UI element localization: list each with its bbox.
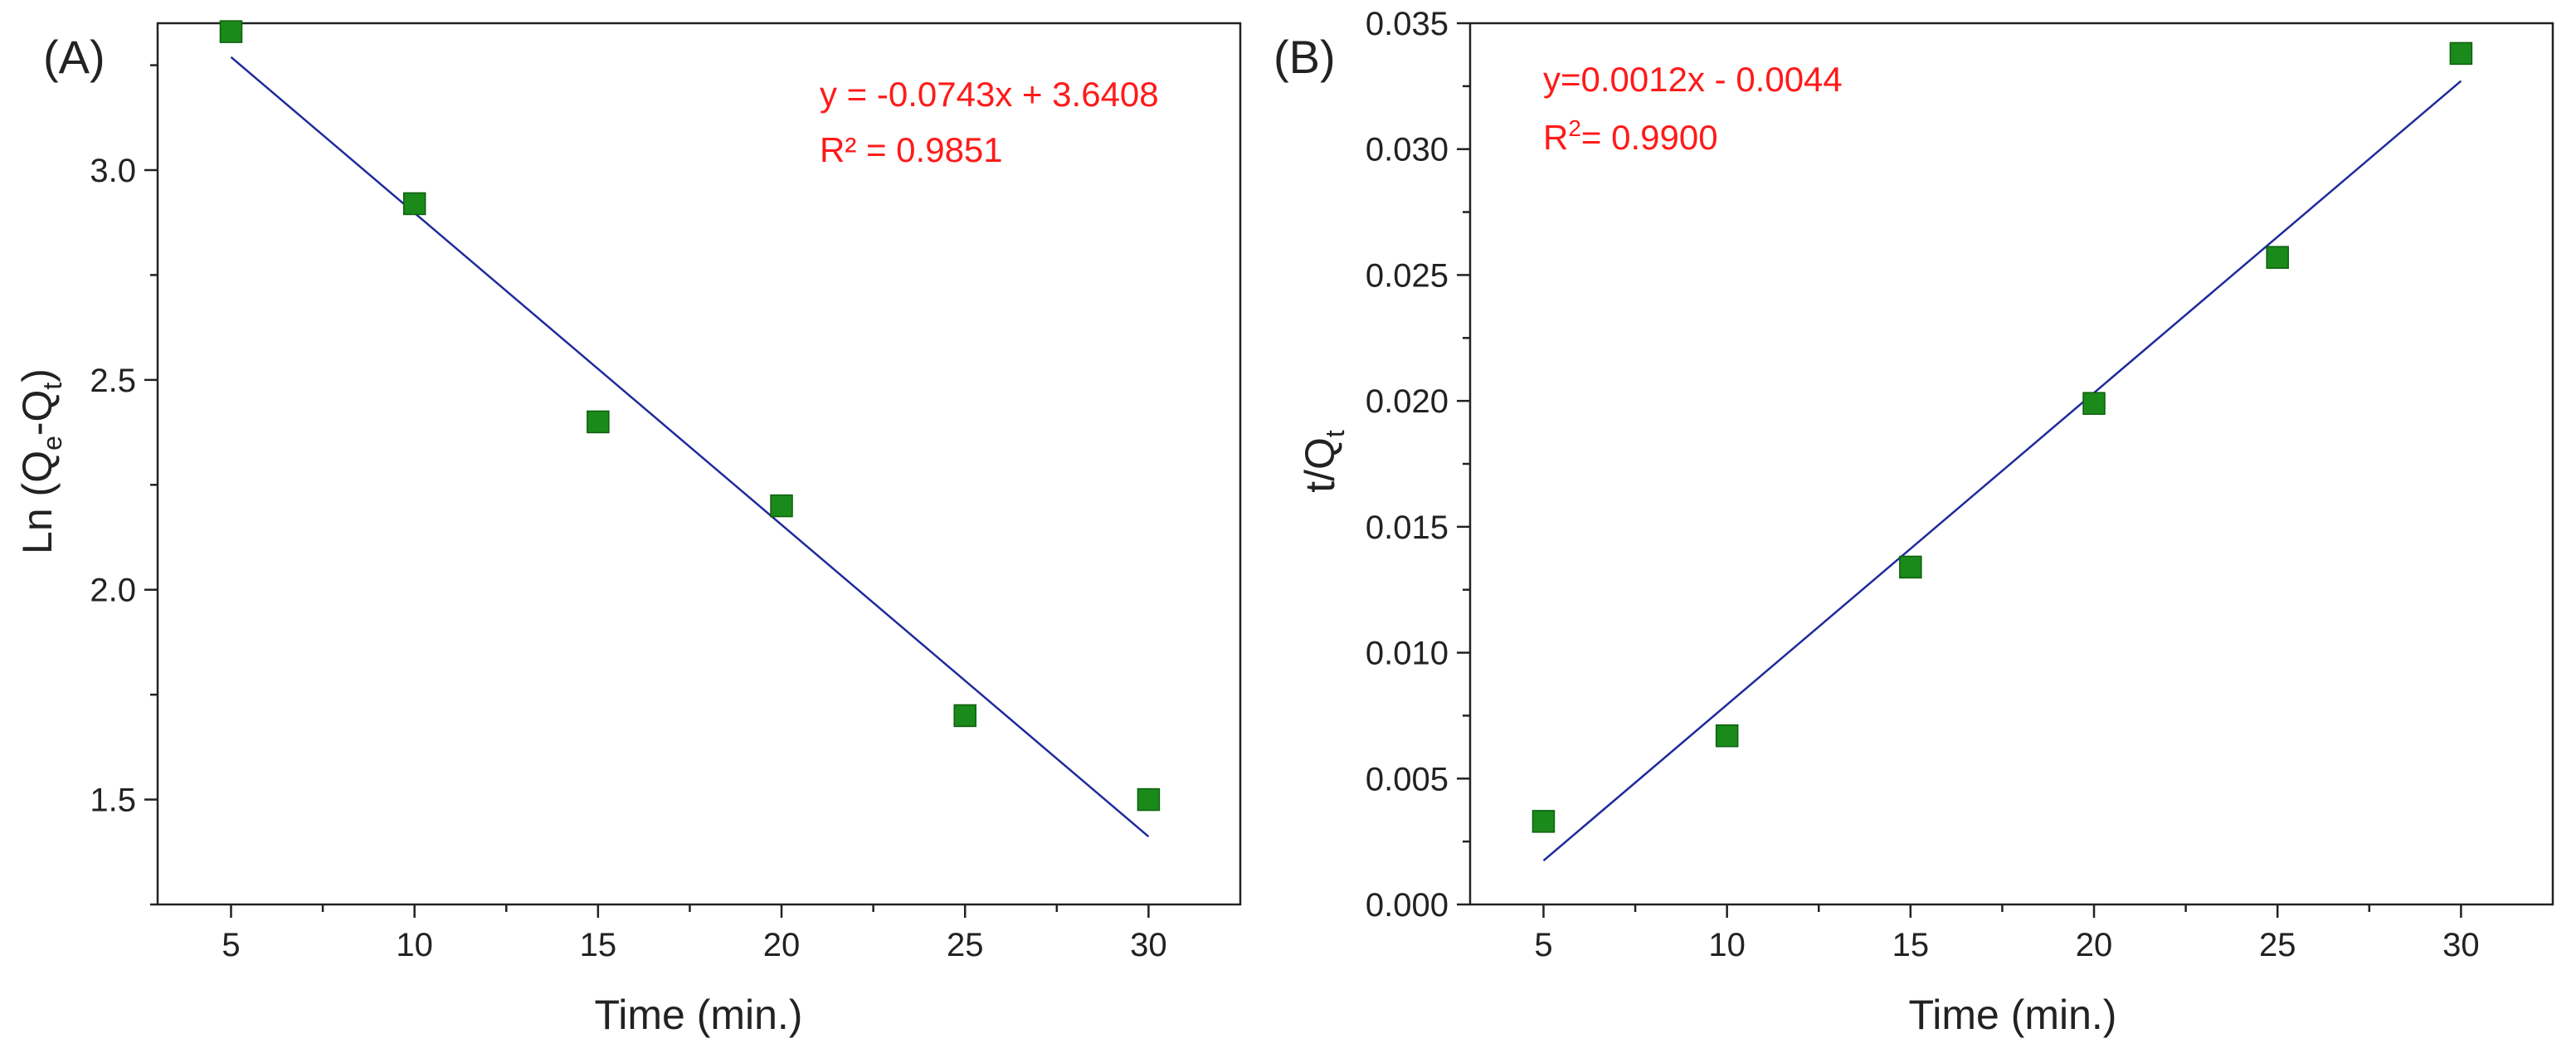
- x-axis-title-a: Time (min.): [595, 992, 803, 1038]
- y-axis-title-b: t/Qt: [1297, 430, 1350, 493]
- y-tick-label: 0.030: [1366, 132, 1449, 168]
- x-tick-label: 10: [396, 927, 433, 963]
- y-tick-label: 0.010: [1366, 636, 1449, 672]
- y-axis-title-a-mid: -Q: [14, 390, 61, 436]
- r2-label-b-prefix: R: [1543, 118, 1568, 157]
- data-point: [1531, 810, 1556, 833]
- r2-label-b-value: = 0.9900: [1581, 118, 1718, 157]
- x-tick-label: 15: [580, 927, 617, 963]
- y-tick-label: 0.025: [1366, 257, 1449, 294]
- axis-ticks-a: 5 10 15 20 25 30 1.5 2.0 2.5 3.0: [90, 64, 1167, 963]
- r2-label-a: R² = 0.9851: [820, 130, 1003, 169]
- y-axis-title-a-prefix: Ln (Q: [14, 451, 61, 554]
- data-point: [219, 20, 243, 43]
- data-point: [2082, 392, 2106, 415]
- y-tick-label: 0.035: [1366, 6, 1449, 42]
- y-axis-title-b-sub1: t: [1320, 430, 1350, 437]
- chart-panel-b: 5 10 15 20 25 30 0.000 0.005 0.010 0.015 0.020 0.02…: [1273, 6, 2554, 1038]
- data-point: [1899, 555, 1922, 579]
- y-tick-label: 2.5: [90, 363, 136, 399]
- panel-label-a: (A): [43, 31, 105, 83]
- equation-label-a: y = -0.0743x + 3.6408: [820, 75, 1159, 114]
- panel-label-b: (B): [1273, 31, 1336, 83]
- y-axis-title-a-suffix: ): [14, 368, 61, 383]
- y-axis-title-a-sub1: e: [37, 436, 67, 451]
- y-tick-label: 0.015: [1366, 509, 1449, 546]
- y-axis-title-a: Ln (Qe-Qt): [14, 368, 67, 554]
- axis-ticks-b: 5 10 15 20 25 30 0.000 0.005 0.010 0.015 0.020 0.02…: [1366, 6, 2480, 963]
- data-point: [953, 704, 976, 728]
- data-point: [1137, 787, 1161, 812]
- x-tick-label: 20: [2076, 927, 2113, 963]
- equation-label-b: y=0.0012x - 0.0044: [1543, 60, 1843, 99]
- data-point: [1715, 724, 1739, 748]
- y-tick-label: 1.5: [90, 782, 136, 819]
- fit-line: [230, 56, 1150, 838]
- data-point: [770, 494, 793, 518]
- y-tick-label: 0.020: [1366, 383, 1449, 420]
- plot-frame-a: [156, 22, 1242, 906]
- x-tick-label: 30: [1130, 927, 1167, 963]
- fit-line-group-b: [1542, 80, 2462, 862]
- y-axis-title-a-sub2: t: [37, 383, 67, 390]
- data-point: [2266, 246, 2289, 269]
- x-tick-label: 25: [2259, 927, 2296, 963]
- x-tick-label: 15: [1892, 927, 1930, 963]
- y-tick-label: 0.005: [1366, 761, 1449, 797]
- y-tick-label: 0.000: [1366, 887, 1449, 924]
- y-tick-label: 2.0: [90, 573, 136, 609]
- y-axis-title-b-prefix: t/Q: [1297, 437, 1343, 493]
- data-point: [2449, 41, 2473, 66]
- data-point: [402, 192, 426, 216]
- x-tick-label: 5: [222, 927, 240, 963]
- fit-line-group-a: [230, 56, 1150, 838]
- x-tick-label: 25: [947, 927, 984, 963]
- x-axis-title-b: Time (min.): [1909, 992, 2117, 1038]
- fit-line: [1542, 80, 2462, 862]
- r2-label-b: R2= 0.9900: [1543, 115, 1718, 157]
- x-tick-label: 30: [2442, 927, 2480, 963]
- r2-label-b-sup: 2: [1568, 115, 1581, 141]
- data-points-b: [1531, 41, 2473, 833]
- data-point: [587, 410, 610, 434]
- x-tick-label: 20: [763, 927, 801, 963]
- chart-panel-a: 5 10 15 20 25 30 1.5 2.0 2.5 3.0 (A) y = -0.0743x…: [14, 20, 1242, 1038]
- x-tick-label: 5: [1534, 927, 1552, 963]
- data-points-a: [219, 20, 1161, 812]
- x-tick-label: 10: [1708, 927, 1746, 963]
- y-tick-label: 3.0: [90, 153, 136, 189]
